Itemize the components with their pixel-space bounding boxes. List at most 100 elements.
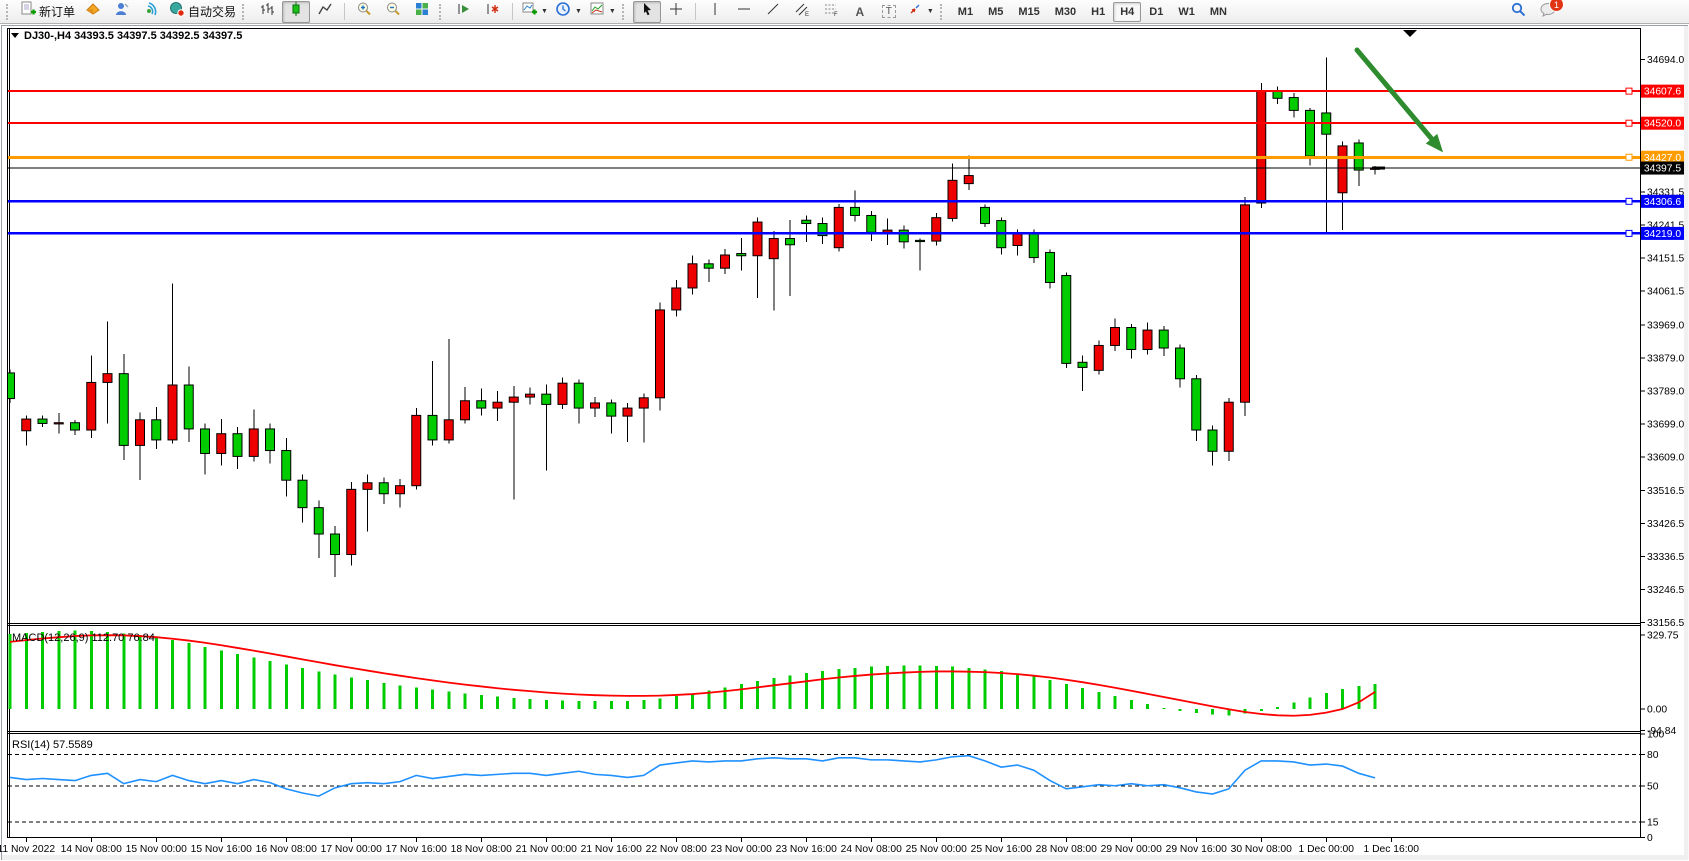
price-label-chip	[1641, 116, 1684, 130]
cursor-button[interactable]	[632, 0, 661, 23]
x-axis-label: 23 Nov 00:00	[711, 844, 773, 855]
trend-arrow[interactable]	[1354, 47, 1439, 147]
timeframe-M1[interactable]: M1	[957, 5, 974, 18]
new-order-button[interactable]: 新订单	[17, 1, 78, 23]
hline-handle[interactable]	[1625, 87, 1633, 95]
x-axis-label: 17 Nov 16:00	[386, 844, 448, 855]
autotrading-label: 自动交易	[188, 5, 237, 19]
navigator-button[interactable]	[108, 1, 136, 23]
axis-tick-label: 34331.5	[1647, 188, 1684, 199]
templates-button[interactable]: ▼	[586, 1, 619, 23]
vertical-line-button[interactable]	[701, 1, 729, 23]
candle-body	[1191, 378, 1202, 431]
candle-body	[151, 419, 162, 441]
fibonacci-button[interactable]: F	[817, 1, 845, 23]
x-axis-label: 1 Dec 00:00	[1298, 844, 1354, 855]
candle-body	[313, 507, 324, 535]
last-bar-marker	[1372, 166, 1385, 170]
candle-body	[102, 373, 113, 383]
channel-icon: E	[794, 1, 810, 22]
svg-text:34427.0: 34427.0	[1644, 153, 1681, 164]
price-label-chip	[1641, 150, 1684, 164]
toolbar-right: 1	[1510, 0, 1564, 23]
toolbar-grip[interactable]	[242, 3, 249, 20]
timeframe-M5[interactable]: M5	[988, 5, 1004, 18]
candle-body	[573, 382, 584, 409]
candle-body	[411, 414, 422, 487]
x-axis-label: 28 Nov 08:00	[1036, 844, 1098, 855]
axis-tick-label: 100	[1647, 730, 1664, 741]
text-button[interactable]: A	[846, 1, 874, 23]
timeframe-W1[interactable]: W1	[1178, 5, 1195, 18]
x-axis-label: 16 Nov 08:00	[256, 844, 318, 855]
horizontal-line-button[interactable]	[730, 1, 758, 23]
svg-text:E: E	[805, 12, 809, 17]
arrows-button[interactable]: ▼	[904, 1, 937, 23]
text-label-button[interactable]: T	[875, 1, 903, 23]
timeframe-MN[interactable]: MN	[1209, 5, 1227, 18]
timeframe-D1[interactable]: D1	[1149, 5, 1164, 18]
zoom-in-button[interactable]	[350, 1, 378, 23]
hline-handle[interactable]	[1625, 229, 1633, 237]
notifications-button[interactable]: 1	[1539, 0, 1564, 22]
candle-body	[1175, 347, 1185, 380]
quotes-button[interactable]	[79, 1, 107, 23]
x-axis-label: 17 Nov 00:00	[321, 844, 383, 855]
toolbar-grip[interactable]	[621, 3, 629, 20]
chart-shift-marker[interactable]	[1403, 30, 1417, 37]
candle-body	[720, 254, 730, 269]
timeframe-H1[interactable]: H1	[1091, 5, 1106, 18]
timeframe-M15[interactable]: M15	[1018, 5, 1040, 18]
tile-windows-button[interactable]	[408, 1, 436, 23]
candle-body	[362, 482, 373, 490]
candle-body	[525, 393, 535, 398]
templates-icon	[589, 1, 605, 22]
candle-body	[167, 384, 178, 441]
candle-body	[1110, 327, 1120, 346]
toolbar-grip[interactable]	[439, 3, 446, 20]
hline-handle[interactable]	[1625, 197, 1633, 205]
navigator-icon	[114, 1, 130, 22]
bar-chart-button[interactable]	[253, 1, 281, 23]
svg-text:34607.6: 34607.6	[1644, 87, 1681, 98]
axes: 34694.0 34331.5 34241.5 34151.5 34061.5 33969…	[0, 55, 1684, 855]
text-label-icon: T	[881, 5, 896, 18]
zoom-in-icon	[356, 1, 372, 22]
candle-body	[118, 373, 129, 446]
horizontal-lines[interactable]	[8, 87, 1640, 237]
chevron-down-icon: ▼	[608, 8, 616, 15]
axis-tick-label: 33336.5	[1647, 552, 1684, 563]
svg-text:34397.5: 34397.5	[1644, 164, 1681, 175]
axis-tick-label: 34241.5	[1647, 221, 1684, 232]
toolbar-grip[interactable]	[6, 3, 13, 20]
chart-shift-button[interactable]	[450, 1, 478, 23]
zoom-out-button[interactable]	[379, 1, 407, 23]
timeframe-H4[interactable]: H4	[1113, 1, 1142, 22]
trendline-button[interactable]	[759, 1, 787, 23]
period-clock-button[interactable]: ▼	[552, 1, 585, 23]
signals-button[interactable]	[137, 1, 165, 23]
toolbar-grip[interactable]	[939, 3, 947, 20]
hline-handle[interactable]	[1625, 119, 1633, 127]
timeframe-M30[interactable]: M30	[1054, 5, 1077, 18]
auto-scroll-button[interactable]	[479, 1, 507, 23]
channel-button[interactable]: E	[788, 1, 816, 23]
candle-body	[265, 428, 275, 452]
new-chart-button[interactable]: ▼	[518, 1, 551, 23]
toolbar: 新订单 自动交易	[0, 0, 1689, 24]
candle-body	[622, 407, 633, 417]
hline-handle[interactable]	[1625, 153, 1633, 161]
search-icon[interactable]	[1510, 1, 1527, 23]
cursor-icon	[639, 1, 655, 22]
x-axis-label: 1 Dec 16:00	[1363, 844, 1419, 855]
crosshair-button[interactable]	[662, 1, 690, 23]
annotations[interactable]	[1354, 30, 1444, 153]
symbol-dropdown-icon[interactable]	[11, 33, 19, 38]
autotrading-button[interactable]: 自动交易	[166, 1, 239, 23]
candlestick-icon	[288, 1, 304, 22]
line-chart-button[interactable]	[311, 1, 339, 23]
quotes-icon	[85, 1, 101, 22]
candlestick-button[interactable]	[282, 0, 311, 23]
x-axis-label: 11 Nov 2022	[0, 844, 55, 855]
